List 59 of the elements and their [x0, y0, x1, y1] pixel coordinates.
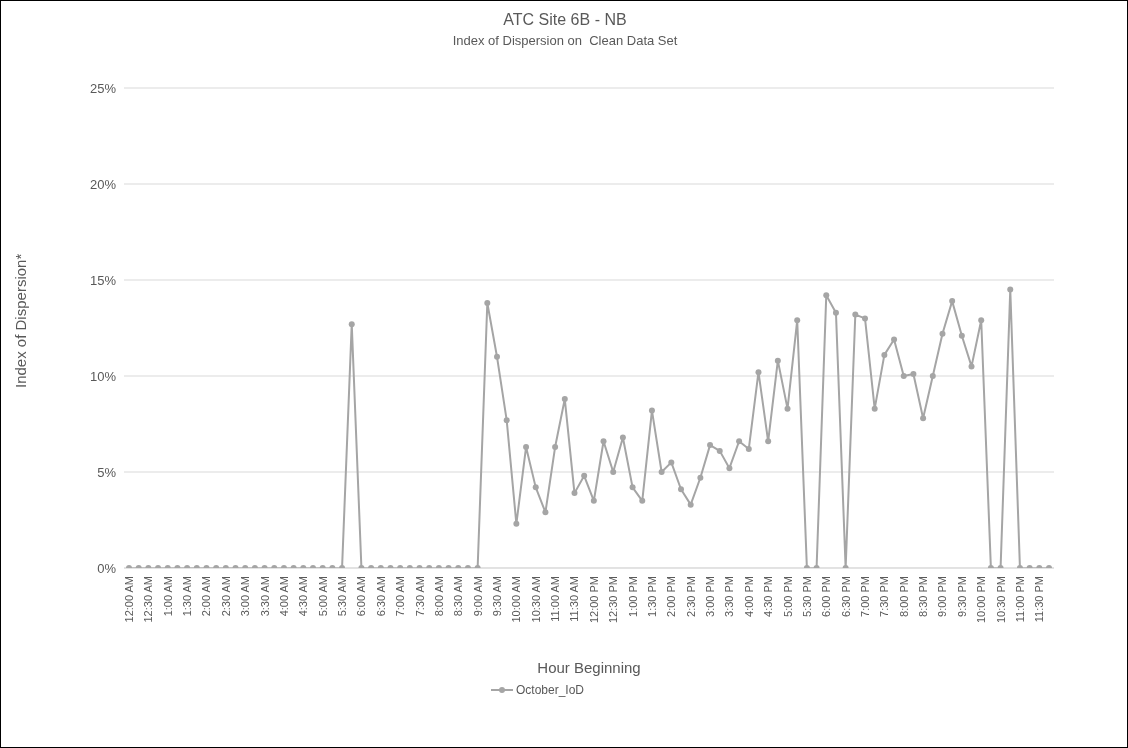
x-tick-label: 1:00 AM [161, 576, 174, 617]
x-tick-label: 1:00 PM [626, 576, 639, 617]
x-tick-label: 8:00 AM [432, 576, 445, 617]
x-tick-label: 8:30 PM [917, 576, 930, 617]
x-tick-label: 12:30 AM [142, 576, 155, 623]
legend-label: October_IoD [515, 683, 585, 697]
x-tick-label: 10:30 AM [529, 576, 542, 623]
x-tick-label: 11:30 AM [568, 576, 581, 622]
y-tick-label: 10% [89, 368, 117, 384]
y-tick-label: 25% [89, 80, 117, 96]
x-tick-label: 3:30 AM [258, 576, 271, 617]
x-tick-label: 7:00 PM [859, 576, 871, 617]
x-tick-label: 4:00 PM [742, 576, 755, 617]
x-tick-label: 9:30 AM [491, 576, 503, 617]
x-tick-label: 6:00 PM [820, 576, 833, 617]
chart-title: ATC Site 6B - NB [502, 11, 628, 29]
x-tick-label: 6:00 AM [355, 576, 368, 617]
x-tick-label: 7:30 AM [413, 576, 426, 617]
y-tick-label: 15% [89, 272, 117, 288]
x-tick-label: 12:00 AM [123, 576, 135, 623]
x-tick-label: 6:30 AM [374, 576, 387, 617]
x-tick-label: 3:00 AM [239, 576, 252, 617]
x-tick-label: 10:00 AM [510, 576, 523, 623]
x-tick-label: 8:00 PM [897, 576, 910, 617]
x-tick-label: 4:30 AM [297, 576, 310, 617]
x-tick-label: 6:30 PM [839, 576, 852, 617]
x-tick-label: 11:00 AM [549, 576, 562, 622]
x-tick-label: 3:00 PM [704, 576, 717, 617]
x-tick-label: 9:00 AM [471, 576, 484, 617]
x-axis-title: Hour Beginning [537, 659, 641, 676]
x-tick-label: 2:30 AM [219, 576, 232, 617]
x-tick-label: 1:30 AM [181, 576, 194, 617]
x-tick-label: 9:30 PM [955, 576, 968, 617]
x-tick-label: 12:00 PM [587, 576, 600, 624]
x-tick-label: 2:00 AM [200, 576, 213, 617]
x-tick-label: 3:30 PM [723, 576, 736, 617]
x-tick-label: 5:30 AM [336, 576, 349, 617]
x-tick-label: 4:30 PM [762, 576, 775, 617]
x-tick-label: 4:00 AM [277, 576, 290, 617]
x-tick-label: 10:30 PM [994, 576, 1007, 624]
y-tick-label: 0% [97, 560, 117, 576]
y-axis-title: Index of Dispersion* [12, 253, 30, 388]
x-tick-label: 2:00 PM [665, 576, 678, 617]
x-tick-label: 5:00 PM [781, 576, 794, 617]
x-tick-label: 8:30 AM [452, 576, 465, 617]
x-tick-label: 2:30 PM [684, 576, 697, 617]
x-tick-label: 5:00 AM [316, 576, 329, 617]
x-tick-label: 7:30 PM [878, 576, 891, 617]
x-tick-label: 1:30 PM [645, 576, 658, 617]
chart-subtitle: Index of Dispersion on Clean Data Set [451, 33, 679, 48]
y-tick-label: 20% [89, 176, 117, 192]
x-tick-label: 11:30 PM [1033, 576, 1046, 623]
x-tick-label: 9:00 PM [936, 576, 949, 617]
x-tick-label: 10:00 PM [975, 576, 988, 624]
x-tick-label: 7:00 AM [394, 576, 407, 617]
x-tick-label: 12:30 PM [607, 576, 620, 624]
y-tick-label: 5% [97, 464, 117, 480]
x-tick-label: 5:30 PM [800, 576, 813, 617]
x-tick-label: 11:00 PM [1013, 576, 1026, 623]
